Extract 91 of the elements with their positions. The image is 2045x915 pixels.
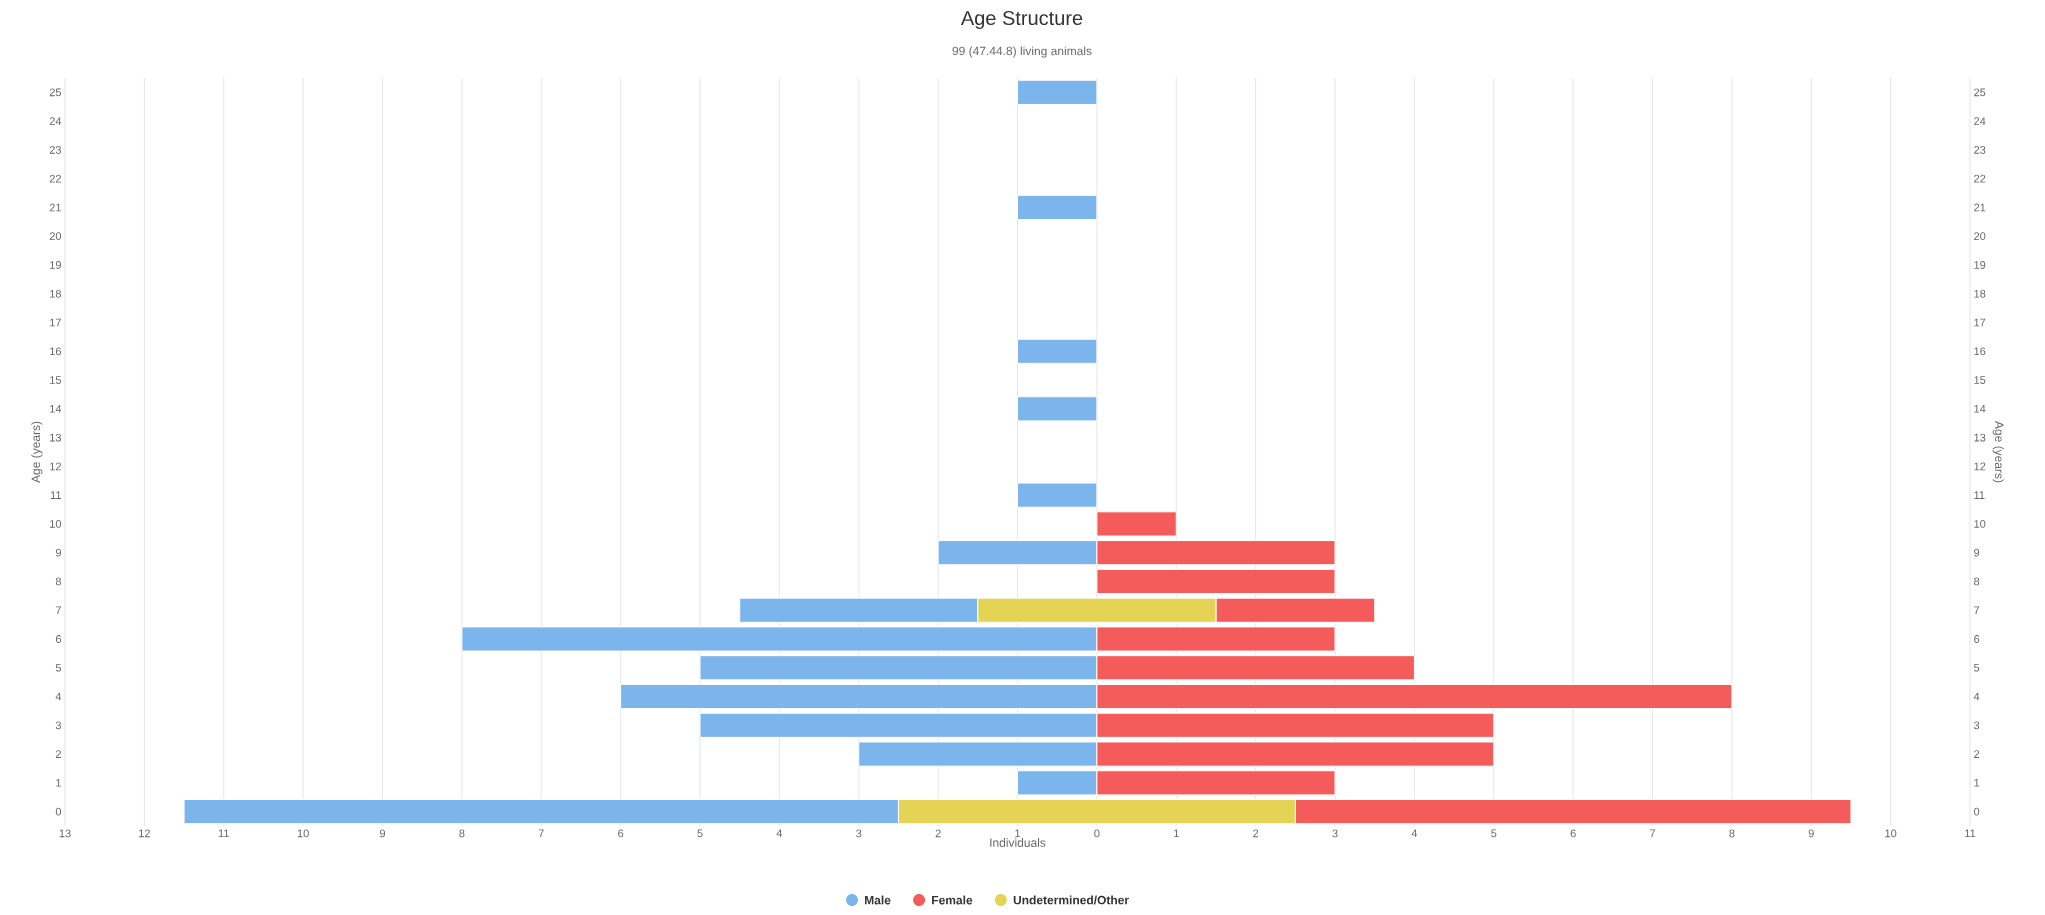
x-tick-label: 8 (459, 829, 465, 838)
y-tick-label: 5 (1974, 663, 1980, 672)
y-tick-label: 15 (1974, 376, 1986, 384)
y-tick-label: 24 (1974, 117, 1986, 125)
category-label: 14 (50, 405, 62, 413)
x-tick-label: 13 (59, 829, 71, 838)
x-tick-label: 7 (1650, 829, 1656, 838)
y-tick-label: 21 (1974, 203, 1986, 212)
y-tick-label: 12 (1974, 462, 1986, 471)
y-axis-title: Age (years) (31, 421, 43, 483)
x-tick-label: 5 (697, 829, 703, 838)
x-tick-label: 7 (538, 829, 544, 838)
x-tick-label: 8 (1729, 829, 1735, 838)
y-tick-label: 4 (1973, 692, 1980, 701)
x-tick-label: 12 (139, 829, 150, 838)
category-label: 4 (55, 692, 62, 701)
bar (1096, 568, 1336, 595)
x-tick-label: 1 (1015, 829, 1021, 838)
x-tick-label: 3 (856, 829, 862, 838)
y-tick-label: 0 (1974, 807, 1980, 816)
y-tick-label: 10 (1974, 520, 1986, 528)
bar (1017, 194, 1098, 221)
y-tick-label: 11 (1974, 491, 1985, 499)
y-tick-label: 1 (1974, 779, 1980, 787)
bar (1017, 79, 1098, 105)
y-tick-label: 23 (1974, 146, 1986, 154)
category-label: 8 (55, 577, 62, 586)
category-label: 24 (49, 117, 62, 125)
x-tick-label: 2 (935, 829, 941, 838)
y-tick-label: 8 (1974, 577, 1980, 586)
category-label: 13 (50, 433, 62, 442)
bar (1017, 482, 1098, 508)
y2-axis-title: Age (years) (1992, 421, 2004, 483)
x-tick-label: 6 (1570, 829, 1576, 838)
y-tick-label: 2 (1974, 750, 1980, 758)
category-label: 23 (49, 146, 62, 154)
legend-label: Female (932, 895, 973, 905)
x-tick-label: 10 (297, 829, 309, 838)
x-tick-label: 4 (1411, 829, 1418, 838)
y-tick-label: 9 (1974, 548, 1980, 557)
x-tick-label: 5 (1491, 829, 1497, 838)
category-label: 3 (55, 721, 62, 730)
y-tick-label: 3 (1973, 721, 1980, 730)
category-label: 22 (49, 174, 61, 183)
category-label: 21 (49, 203, 61, 212)
legend-label: Male (865, 895, 891, 905)
category-label: 0 (55, 807, 62, 816)
category-label: 25 (49, 88, 62, 97)
category-label: 20 (49, 232, 62, 241)
y-tick-label: 22 (1974, 174, 1986, 183)
y-tick-label: 20 (1974, 232, 1986, 241)
category-label: 18 (50, 289, 62, 298)
x-tick-label: 0 (1094, 829, 1100, 838)
x-tick-label: 3 (1332, 829, 1338, 838)
chart-title: Age Structure (960, 10, 1083, 30)
x-tick-label: 2 (1253, 829, 1259, 838)
category-label: 5 (55, 663, 62, 672)
y-tick-label: 25 (1974, 88, 1986, 97)
category-label: 11 (50, 491, 61, 499)
category-label: 10 (50, 520, 62, 528)
x-tick-label: 11 (218, 829, 229, 838)
legend-label: Undetermined/Other (1013, 895, 1129, 905)
category-label: 7 (55, 606, 61, 614)
x-axis-title: Individuals (990, 838, 1046, 847)
x-tick-label: 1 (1174, 829, 1179, 838)
bar (1096, 511, 1177, 537)
x-tick-label: 6 (618, 829, 624, 838)
category-label: 17 (50, 318, 61, 327)
category-label: 1 (56, 779, 61, 787)
bar (1017, 338, 1098, 364)
y-tick-label: 14 (1974, 405, 1986, 413)
y-tick-label: 18 (1974, 289, 1986, 298)
chart-subtitle: 99 (47.44.8) living animals (952, 46, 1092, 58)
x-tick-label: 4 (776, 829, 783, 838)
category-label: 6 (55, 635, 62, 643)
category-label: 2 (55, 750, 61, 758)
y-tick-label: 16 (1974, 347, 1986, 356)
category-label: 9 (55, 548, 61, 557)
y-tick-label: 7 (1974, 606, 1980, 614)
category-label: 19 (50, 261, 61, 269)
y-tick-label: 13 (1974, 433, 1986, 442)
bar (1017, 396, 1098, 422)
category-label: 12 (50, 462, 61, 471)
x-tick-label: 9 (379, 829, 386, 838)
y-tick-label: 6 (1974, 635, 1980, 643)
x-tick-label: 10 (1885, 829, 1897, 838)
y-tick-label: 17 (1974, 318, 1986, 327)
y-tick-label: 19 (1974, 261, 1986, 269)
category-label: 16 (50, 347, 62, 356)
category-label: 15 (50, 376, 62, 384)
x-tick-label: 9 (1808, 829, 1814, 838)
